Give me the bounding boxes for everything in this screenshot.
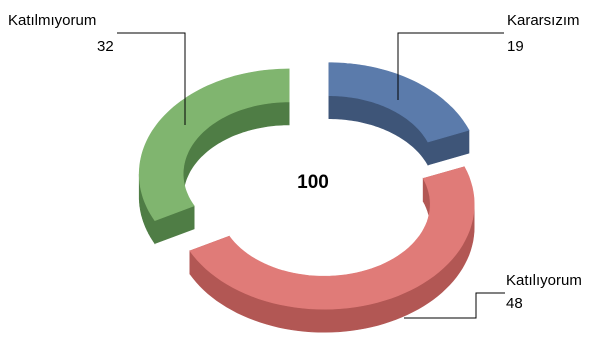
leader-line-kararsizim — [397, 32, 504, 100]
data-label-katilmiyorum-value: 32 — [97, 38, 114, 55]
slice-tops-layer — [138, 62, 475, 310]
slice-katilmiyorum — [138, 68, 290, 221]
data-label-katiliyorum-value: 48 — [506, 295, 523, 312]
center-total-label: 100 — [297, 172, 329, 193]
slice-katiliyorum — [189, 166, 475, 310]
leader-line-katilmiyorum — [117, 32, 186, 125]
data-label-katilmiyorum-category: Katılmıyorum — [8, 12, 96, 29]
data-label-katiliyorum-category: Katılıyorum — [506, 272, 582, 289]
data-label-kararsizim-category: Kararsızım — [507, 12, 580, 29]
data-label-kararsizim-value: 19 — [507, 38, 524, 55]
slice-kararsizim — [328, 62, 470, 143]
leader-line-katiliyorum — [404, 292, 505, 319]
slice-sides-layer — [138, 62, 475, 333]
